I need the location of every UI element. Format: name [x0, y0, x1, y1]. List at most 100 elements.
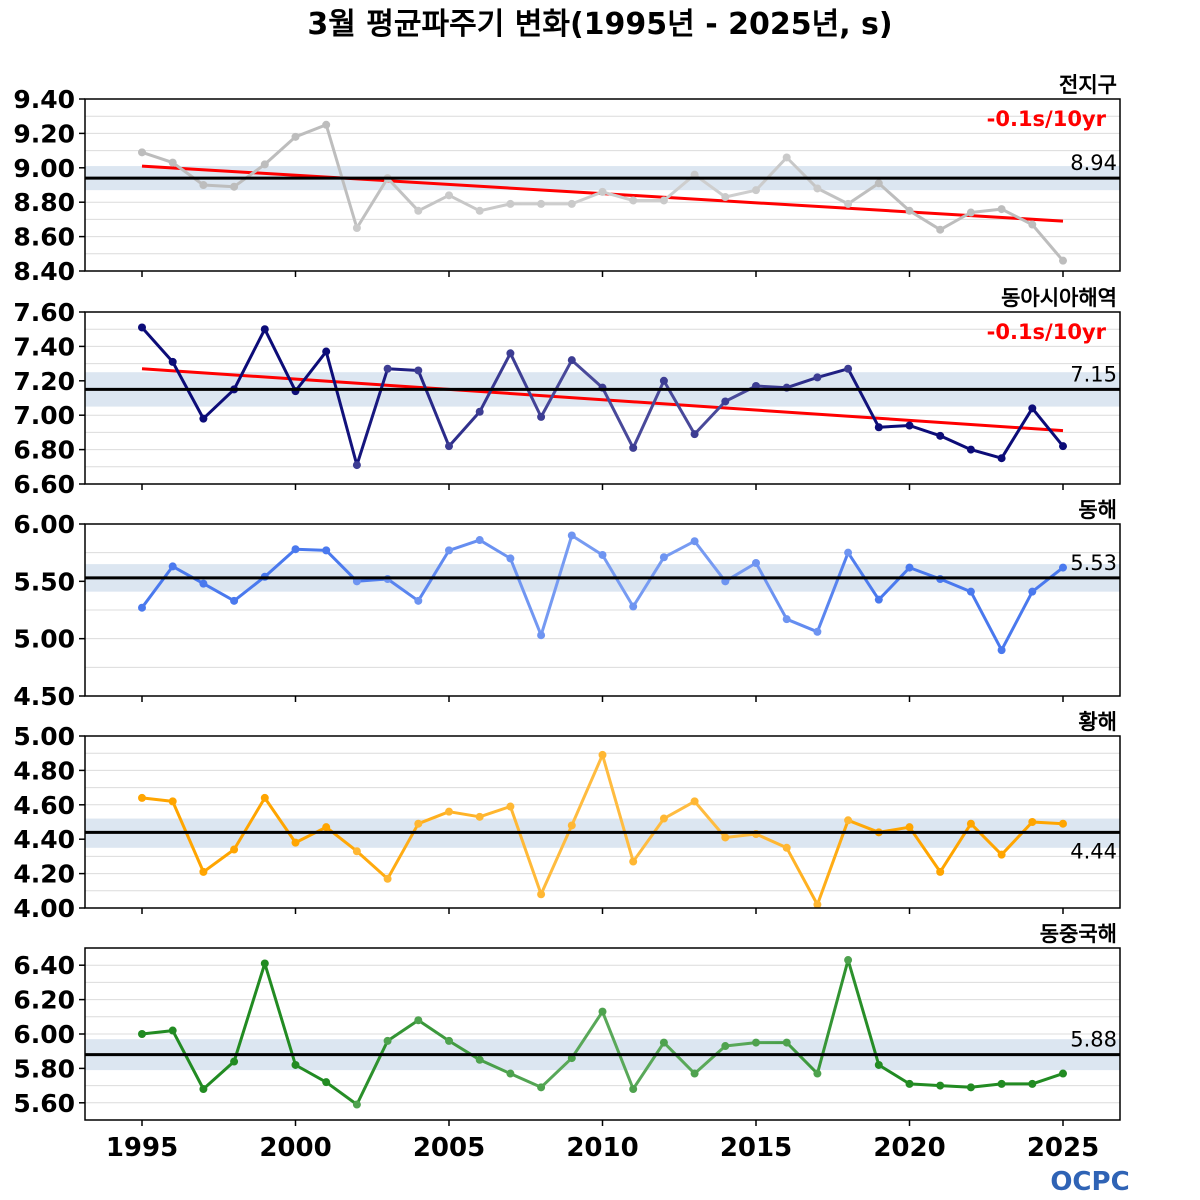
data-point — [659, 376, 668, 385]
y-tick-label: 5.00 — [13, 625, 75, 654]
x-axis: 1995 2000 2005 2010 2015 2020 2025 — [106, 1133, 1099, 1163]
region-label: 동중국해 — [1040, 922, 1117, 946]
data-point — [966, 445, 975, 454]
chart-title: 3월 평균파주기 변화(1995년 - 2025년, s) — [307, 7, 892, 42]
data-point — [1059, 563, 1067, 572]
data-point — [475, 1055, 484, 1064]
y-tick-label: 4.20 — [13, 860, 75, 889]
data-point — [230, 845, 239, 854]
data-point — [291, 838, 300, 847]
data-point — [1059, 442, 1067, 451]
panel-2: 5.53 6.00 5.50 5.00 4.50 동해 — [13, 498, 1121, 711]
mean-label: 8.94 — [1070, 151, 1117, 175]
y-tick-label: 6.00 — [13, 510, 75, 539]
panel-3: 4.44 5.00 4.80 4.60 4.40 4.20 4.00 황해 — [13, 710, 1121, 923]
y-tick-label: 7.40 — [13, 332, 75, 361]
y-tick-label: 5.00 — [13, 722, 75, 751]
data-point — [721, 397, 730, 406]
y-tick-label: 7.20 — [13, 367, 75, 396]
data-point — [782, 1038, 791, 1047]
data-point — [260, 959, 269, 968]
data-point — [813, 1069, 822, 1078]
trend-line — [141, 367, 1064, 433]
data-point — [905, 823, 914, 832]
data-point — [690, 430, 699, 439]
data-point — [567, 531, 576, 540]
data-point — [230, 182, 239, 191]
data-point — [475, 812, 484, 821]
data-point — [445, 442, 453, 451]
data-point — [874, 423, 883, 432]
data-point — [138, 793, 146, 802]
data-point — [844, 548, 853, 557]
data-point — [230, 1057, 239, 1066]
y-tick-label: 9.00 — [13, 154, 75, 183]
data-point — [659, 553, 668, 562]
data-point — [475, 536, 484, 545]
x-tick-label: 2010 — [566, 1133, 638, 1163]
data-point — [1028, 587, 1037, 596]
data-point — [813, 627, 822, 636]
data-point — [598, 550, 607, 559]
data-point — [844, 364, 853, 373]
data-point — [752, 1038, 760, 1047]
data-point — [598, 750, 607, 759]
data-point — [997, 850, 1006, 859]
y-tick-label: 8.80 — [13, 188, 75, 217]
data-point — [537, 199, 546, 208]
region-label: 동해 — [1078, 498, 1117, 522]
data-point — [352, 1100, 361, 1109]
x-tick-label: 2015 — [720, 1133, 792, 1163]
data-point — [598, 187, 607, 196]
y-tick-label: 5.50 — [13, 567, 75, 596]
data-point — [1028, 1079, 1037, 1088]
data-point — [752, 186, 760, 195]
y-tick-label: 4.50 — [13, 682, 75, 711]
mean-label: 5.88 — [1070, 1028, 1117, 1052]
data-point — [230, 596, 239, 605]
data-point — [905, 421, 914, 430]
data-point — [322, 1078, 331, 1087]
data-point — [475, 206, 484, 215]
data-point — [659, 1038, 668, 1047]
trend-label: -0.1s/10yr — [987, 320, 1107, 344]
logo-text: OCPC — [1050, 1167, 1129, 1197]
data-point — [199, 181, 208, 189]
data-point — [383, 364, 392, 373]
data-point — [997, 1079, 1006, 1088]
data-point — [997, 205, 1006, 214]
y-tick-label: 4.00 — [13, 894, 75, 923]
data-point — [1059, 819, 1067, 828]
ocpc-logo: OCPC — [1050, 1167, 1129, 1197]
data-point — [567, 356, 576, 365]
y-tick-label: 4.80 — [13, 756, 75, 785]
data-point — [414, 596, 423, 605]
data-point — [506, 199, 515, 208]
y-tick-label: 6.40 — [13, 951, 75, 980]
panel-4: 5.88 6.40 6.20 6.00 5.80 5.60 동중국해 — [13, 922, 1121, 1126]
data-point — [782, 153, 791, 162]
data-point — [506, 554, 515, 563]
data-point — [352, 847, 361, 856]
x-tick-label: 1995 — [106, 1133, 178, 1163]
data-point — [168, 1026, 177, 1035]
mean-label: 4.44 — [1070, 839, 1117, 863]
y-tick-label: 8.40 — [13, 257, 75, 286]
data-point — [506, 349, 515, 358]
data-point — [997, 454, 1006, 463]
data-point — [199, 414, 208, 423]
data-point — [966, 1083, 975, 1092]
data-point — [506, 1069, 515, 1078]
data-point — [322, 546, 331, 555]
y-tick-label: 6.00 — [13, 1020, 75, 1049]
data-point — [414, 206, 423, 215]
data-point — [567, 199, 576, 208]
data-point — [874, 595, 883, 604]
panel-1: 7.15 7.60 7.40 7.20 7.00 6.80 6.60 동아시아해역 -0.1s/… — [13, 286, 1121, 499]
data-point — [690, 797, 699, 806]
data-point — [966, 587, 975, 596]
data-point — [199, 867, 208, 876]
data-point — [138, 603, 146, 612]
y-tick-label: 8.60 — [13, 223, 75, 252]
data-point — [905, 563, 914, 572]
